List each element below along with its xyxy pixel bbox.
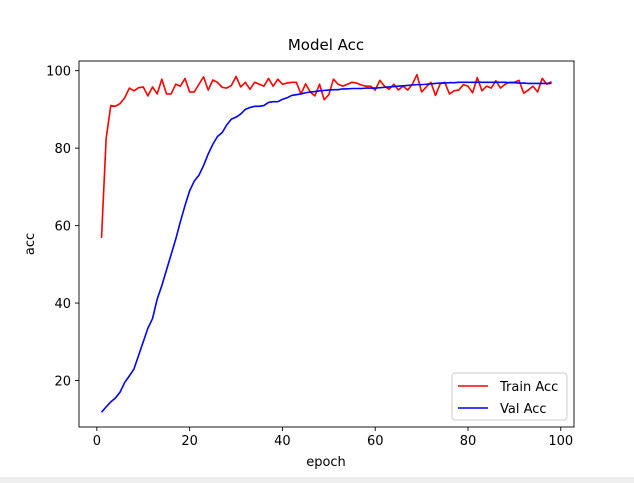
- y-tick-label: 100: [46, 65, 71, 80]
- y-tick-label: 80: [54, 142, 71, 157]
- chart-title: Model Acc: [288, 36, 364, 54]
- x-tick-label: 80: [460, 434, 477, 449]
- x-tick-label: 20: [181, 434, 198, 449]
- series-layer: [100, 73, 552, 413]
- plot-area: [79, 61, 574, 427]
- y-tick-label: 20: [54, 375, 71, 390]
- x-tick-label: 100: [548, 434, 573, 449]
- legend-label-train: Train Acc: [499, 380, 558, 395]
- y-tick-label: 40: [54, 297, 71, 312]
- x-tick-label: 40: [274, 434, 291, 449]
- axes-frame: [78, 60, 575, 428]
- x-tick-label: 0: [93, 434, 101, 449]
- x-tick-label: 60: [367, 434, 384, 449]
- series-line-val-acc: [100, 81, 552, 413]
- x-axis-label: epoch: [306, 455, 346, 470]
- y-axis-label: acc: [23, 233, 38, 255]
- legend-label-val: Val Acc: [500, 402, 547, 417]
- y-tick-label: 60: [54, 220, 71, 235]
- ticks-layer: 0 20 40 60 80 100 20 40 60 80 100: [46, 65, 573, 449]
- series-line-train-acc: [100, 73, 552, 239]
- window-bottom-strip: [0, 477, 634, 483]
- legend: Train Acc Val Acc: [451, 372, 568, 421]
